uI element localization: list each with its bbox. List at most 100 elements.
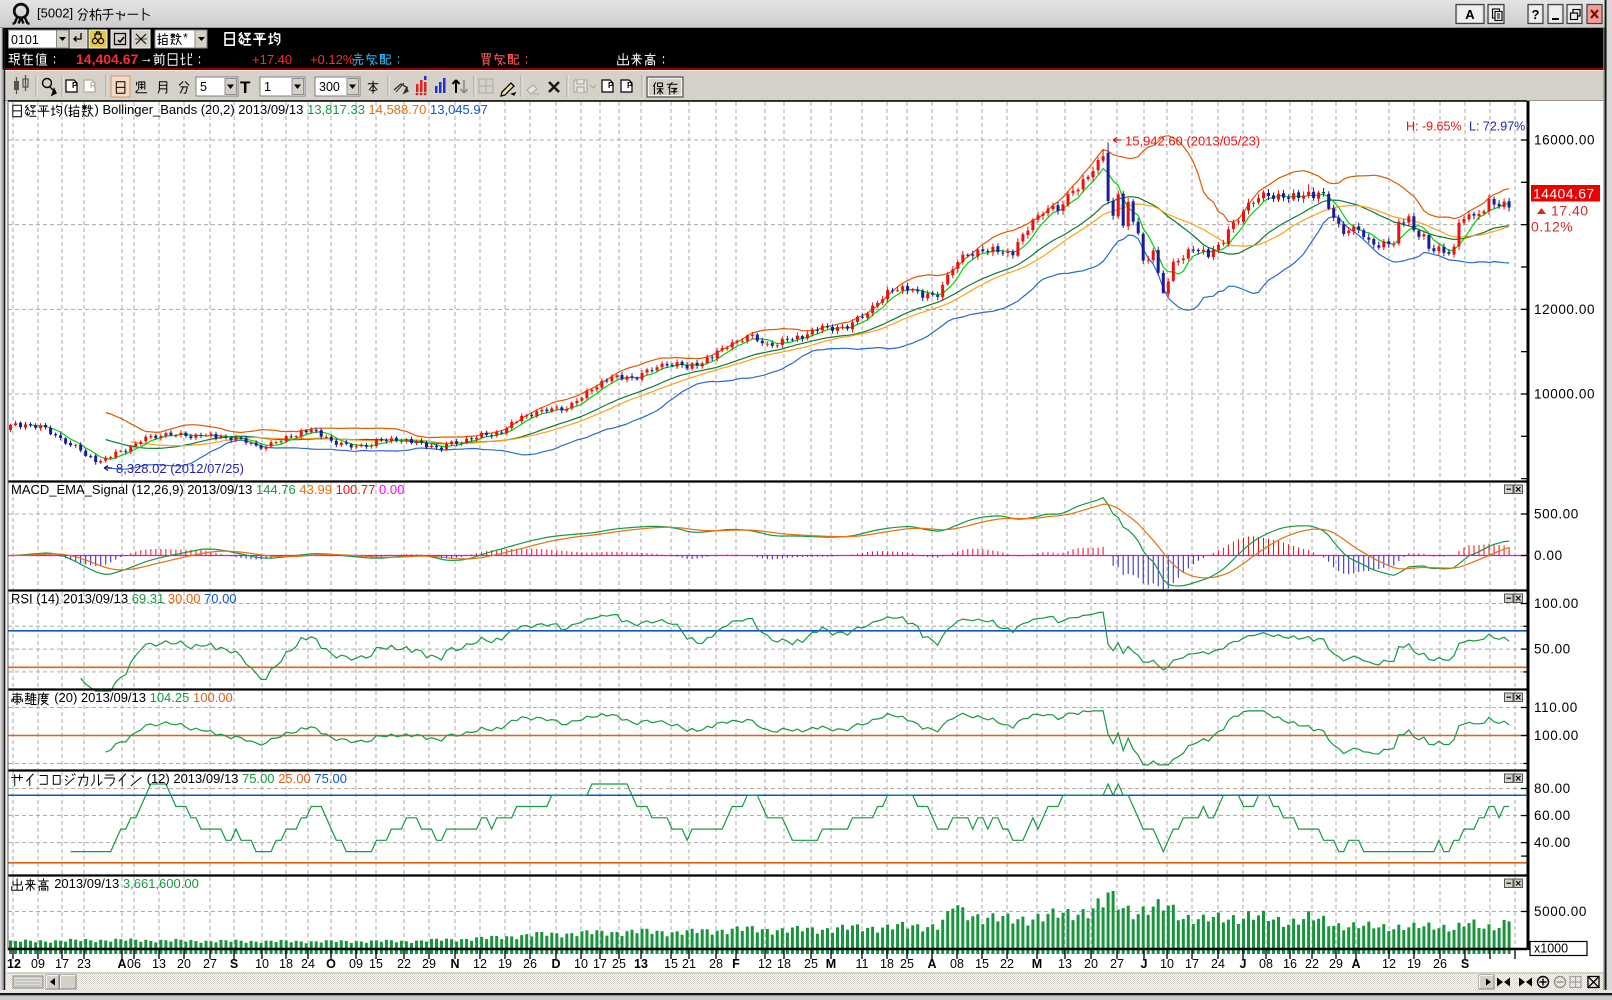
- svg-text:P: P: [608, 81, 614, 90]
- svg-text:→: →: [140, 51, 153, 66]
- svg-text:70.00: 70.00: [204, 591, 237, 606]
- svg-text:x1000: x1000: [1534, 942, 1568, 956]
- svg-text:21: 21: [682, 957, 696, 971]
- svg-text:+17.40: +17.40: [252, 52, 292, 67]
- svg-text:29: 29: [1329, 957, 1343, 971]
- svg-text:0.00: 0.00: [379, 482, 404, 497]
- svg-text:18: 18: [880, 957, 894, 971]
- svg-text:D: D: [551, 957, 560, 971]
- svg-text:13: 13: [152, 957, 166, 971]
- svg-text:100.77: 100.77: [336, 482, 376, 497]
- svg-text:09: 09: [31, 957, 45, 971]
- svg-text:08: 08: [950, 957, 964, 971]
- svg-text:09: 09: [349, 957, 363, 971]
- svg-text:14,404.67: 14,404.67: [76, 51, 138, 67]
- svg-text:17: 17: [55, 957, 69, 971]
- svg-text:13: 13: [634, 957, 648, 971]
- svg-text:A: A: [927, 957, 936, 971]
- svg-text:10: 10: [255, 957, 269, 971]
- svg-text:T: T: [240, 78, 251, 97]
- svg-text:+0.12%: +0.12%: [310, 52, 355, 67]
- svg-text:300: 300: [319, 80, 340, 94]
- svg-text:26: 26: [1433, 957, 1447, 971]
- svg-text:100.00: 100.00: [1534, 596, 1579, 611]
- svg-text:2013/09/13: 2013/09/13: [51, 876, 123, 891]
- svg-text:15,942.60 (2013/05/23): 15,942.60 (2013/05/23): [1125, 134, 1260, 149]
- svg-text:08: 08: [1259, 957, 1273, 971]
- svg-text:R: R: [90, 81, 96, 90]
- svg-text:25.00: 25.00: [278, 771, 311, 786]
- svg-text:A: A: [1465, 7, 1475, 22]
- svg-text:H: -9.65%: H: -9.65%: [1406, 120, 1462, 134]
- svg-text:*: *: [183, 31, 188, 45]
- svg-text:144.76: 144.76: [256, 482, 296, 497]
- svg-text:25: 25: [612, 957, 626, 971]
- svg-text:60.00: 60.00: [1534, 808, 1571, 823]
- svg-text:3,661,600.00: 3,661,600.00: [123, 876, 199, 891]
- svg-text:11: 11: [856, 957, 869, 971]
- svg-text:5: 5: [200, 80, 207, 94]
- svg-text:(: (: [64, 102, 69, 117]
- svg-text:MACD_EMA_Signal (12,26,9) 2013: MACD_EMA_Signal (12,26,9) 2013/09/13: [11, 482, 256, 497]
- svg-text:12: 12: [7, 957, 21, 971]
- svg-text:0.00: 0.00: [1534, 548, 1563, 563]
- svg-text:06: 06: [127, 957, 141, 971]
- svg-text:) Bollinger_Bands (20,2) 2013/: ) Bollinger_Bands (20,2) 2013/09/13: [95, 102, 307, 117]
- svg-text:69.31: 69.31: [132, 591, 165, 606]
- svg-text:12: 12: [473, 957, 487, 971]
- svg-text:0.12%: 0.12%: [1531, 219, 1573, 235]
- svg-text:75.00: 75.00: [242, 771, 275, 786]
- svg-text:28: 28: [709, 957, 723, 971]
- svg-text:27: 27: [1110, 957, 1124, 971]
- svg-text:16000.00: 16000.00: [1534, 133, 1595, 148]
- svg-text:N: N: [450, 957, 459, 971]
- svg-text:20: 20: [1084, 957, 1098, 971]
- svg-text:19: 19: [498, 957, 512, 971]
- svg-text:24: 24: [1211, 957, 1225, 971]
- svg-text:25: 25: [900, 957, 914, 971]
- svg-text:5000.00: 5000.00: [1534, 904, 1587, 919]
- svg-text:13: 13: [1058, 957, 1072, 971]
- svg-text:RSI (14) 2013/09/13: RSI (14) 2013/09/13: [11, 591, 132, 606]
- svg-text:22: 22: [397, 957, 411, 971]
- svg-text:24: 24: [301, 957, 315, 971]
- svg-text:26: 26: [523, 957, 537, 971]
- svg-text:17: 17: [593, 957, 607, 971]
- svg-text:43.99: 43.99: [299, 482, 332, 497]
- svg-text:M: M: [826, 957, 836, 971]
- svg-text:P: P: [627, 81, 633, 90]
- svg-text:J: J: [1141, 957, 1148, 971]
- svg-text:8,328.02 (2012/07/25): 8,328.02 (2012/07/25): [116, 461, 244, 476]
- svg-text:13,045.97: 13,045.97: [430, 102, 488, 117]
- svg-text:10: 10: [1160, 957, 1174, 971]
- svg-text:40.00: 40.00: [1534, 835, 1571, 850]
- svg-text:0101: 0101: [11, 33, 39, 47]
- svg-text:(20) 2013/09/13: (20) 2013/09/13: [51, 690, 150, 705]
- svg-text:12: 12: [1382, 957, 1396, 971]
- svg-text:10: 10: [574, 957, 588, 971]
- svg-text:23: 23: [77, 957, 91, 971]
- svg-text:50.00: 50.00: [1534, 642, 1571, 657]
- svg-text:1: 1: [264, 80, 271, 94]
- svg-text:22: 22: [1305, 957, 1319, 971]
- svg-text:15: 15: [369, 957, 383, 971]
- svg-text:16: 16: [1283, 957, 1297, 971]
- svg-text:S: S: [1461, 957, 1469, 971]
- svg-text:15: 15: [664, 957, 678, 971]
- svg-text:110.00: 110.00: [1534, 700, 1578, 715]
- svg-text:500.00: 500.00: [1534, 507, 1579, 522]
- svg-text:S: S: [230, 957, 238, 971]
- svg-text:L: 72.97%: L: 72.97%: [1469, 120, 1525, 134]
- svg-text:100.00: 100.00: [193, 690, 233, 705]
- svg-text:O: O: [326, 957, 336, 971]
- svg-text:13,817.33: 13,817.33: [307, 102, 365, 117]
- svg-text:14404.67: 14404.67: [1533, 186, 1595, 202]
- svg-text:P: P: [72, 81, 78, 90]
- svg-text:15: 15: [975, 957, 989, 971]
- svg-text:27: 27: [203, 957, 217, 971]
- svg-text:(12) 2013/09/13: (12) 2013/09/13: [143, 771, 242, 786]
- svg-text:30.00: 30.00: [168, 591, 201, 606]
- svg-text:12000.00: 12000.00: [1534, 302, 1595, 317]
- svg-text:25: 25: [804, 957, 818, 971]
- svg-text:20: 20: [177, 957, 191, 971]
